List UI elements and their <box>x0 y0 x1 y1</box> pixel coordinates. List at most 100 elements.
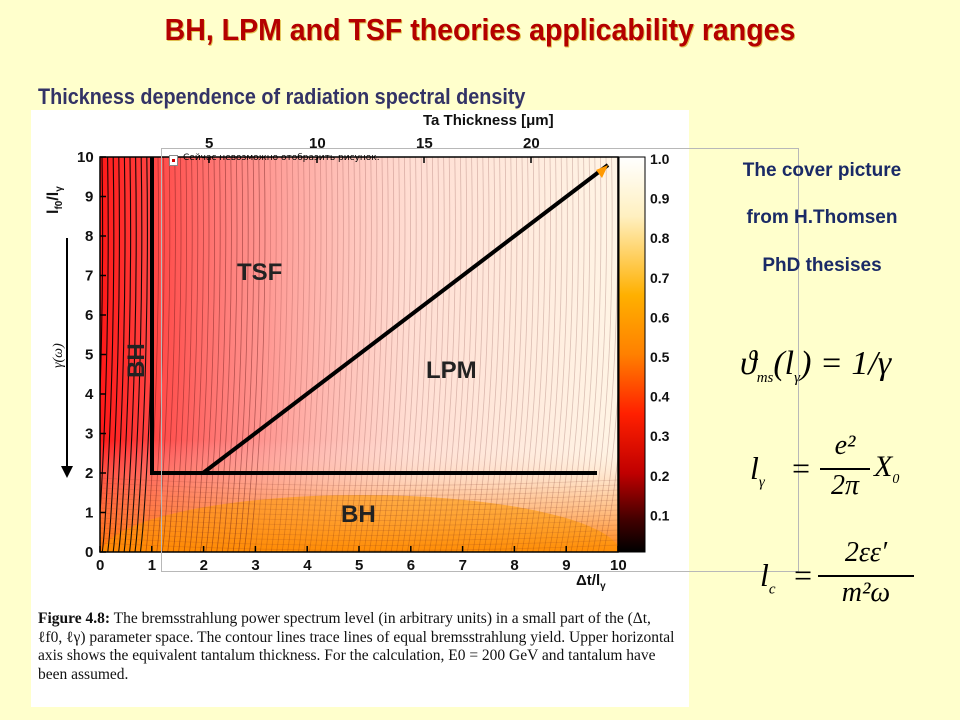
contour-line <box>298 157 316 552</box>
contour-line <box>281 157 299 552</box>
colorbar-tick-label: 0.3 <box>650 428 670 444</box>
contour-line <box>543 157 568 552</box>
top-tick-label: 15 <box>416 135 433 152</box>
contour-line <box>428 157 451 552</box>
top-tick-label: 5 <box>205 135 213 152</box>
contour-line <box>205 157 221 552</box>
contour-line <box>210 157 227 552</box>
y-tick-label: 4 <box>85 386 94 403</box>
contour-line <box>434 157 456 552</box>
colorbar-tick-label: 0.7 <box>650 270 670 286</box>
contour-line <box>287 157 305 552</box>
x-tick-label: 5 <box>355 557 363 574</box>
contour-line <box>303 157 322 552</box>
contour-line <box>565 157 591 552</box>
x-tick-label: 1 <box>148 557 156 574</box>
formula-l-gamma: lγ = e² 2π X0 <box>750 430 900 501</box>
svg-text:lf0/lγ: lf0/lγ <box>45 186 65 214</box>
contour-line <box>100 482 618 491</box>
contour-line <box>526 157 551 552</box>
contour-line <box>472 157 495 552</box>
cover-line-3: PhD thesises <box>762 255 882 276</box>
contour-line <box>456 157 479 552</box>
contour-line <box>510 157 535 552</box>
contour-line <box>172 157 187 552</box>
thomsen-figure: TSF LPM BH BH 0 1 2 3 4 5 6 7 8 9 10 0 1 2 3 4 5 6 7 8 9 10 … <box>31 110 689 707</box>
x-tick-label: 4 <box>303 557 312 574</box>
y-tick-label: 6 <box>85 307 93 324</box>
gamma-omega-label: γ(ω) <box>51 343 66 368</box>
y-tick-label: 3 <box>85 426 93 443</box>
y-tick-label: 7 <box>85 268 93 285</box>
colorbar-tick-label: 0.9 <box>650 191 670 207</box>
colorbar-ticks: 1.0 0.9 0.8 0.7 0.6 0.5 0.4 0.3 0.2 0.1 <box>650 151 670 523</box>
contour-line <box>336 157 355 552</box>
contour-line <box>385 157 406 552</box>
contour-line <box>575 157 602 552</box>
contour-line <box>341 157 361 552</box>
top-tick-labels: 5 10 15 20 <box>205 135 540 163</box>
top-axis-title: Ta Thickness [μm] <box>423 112 554 129</box>
contour-line <box>232 157 249 552</box>
contour-line <box>450 157 473 552</box>
contour-line <box>100 512 618 521</box>
contour-line <box>570 157 596 552</box>
contour-line <box>499 157 523 552</box>
contour-line <box>494 157 518 552</box>
x-axis-label: Δt/lγ <box>576 572 606 592</box>
contour-line <box>100 527 618 536</box>
contour-line <box>100 522 618 531</box>
contour-line <box>423 157 445 552</box>
broken-image-text: Сейчас невозможно отобразить рисунок. <box>183 153 380 163</box>
contour-line <box>597 386 618 552</box>
colorbar-tick-label: 0.1 <box>650 507 670 523</box>
x-tick-label: 6 <box>407 557 415 574</box>
y-tick-label: 0 <box>85 544 93 561</box>
contour-line <box>112 157 126 552</box>
contour-line <box>123 157 137 552</box>
contour-line <box>581 157 607 552</box>
contour-line <box>100 497 618 506</box>
contour-line <box>276 157 294 552</box>
contour-line <box>100 502 618 511</box>
contour-line <box>134 157 148 552</box>
boundary-arrowhead <box>596 165 608 178</box>
contour-line <box>603 452 618 552</box>
cover-line-2: from H.Thomsen <box>746 207 898 228</box>
y-axis-label: lf0/lγ <box>45 186 65 214</box>
contour-line <box>445 157 467 552</box>
contour-line <box>292 157 311 552</box>
top-tick-label: 10 <box>309 135 326 152</box>
contour-line <box>325 157 344 552</box>
y-tick-label: 9 <box>85 189 93 206</box>
contour-line <box>128 157 143 552</box>
x-tick-label: 2 <box>200 557 208 574</box>
contour-line <box>374 157 395 552</box>
contour-line <box>439 157 462 552</box>
contour-line <box>537 157 563 552</box>
region-label-bh-left: BH <box>123 343 150 378</box>
contour-line <box>412 157 434 552</box>
contour-line <box>368 157 389 552</box>
contour-line <box>586 157 613 552</box>
contour-line <box>308 157 327 552</box>
region-label-lpm: LPM <box>426 357 477 384</box>
contour-line <box>221 157 238 552</box>
formula-l-c: lc = 2εε′ m²ω <box>760 535 930 615</box>
contour-line <box>178 157 193 552</box>
contour-line <box>417 157 439 552</box>
contour-line <box>150 157 165 552</box>
contour-line <box>227 157 243 552</box>
region-label-bh-bottom: BH <box>341 501 376 528</box>
contour-line <box>118 157 132 552</box>
lpm-boundary <box>201 163 610 475</box>
contour-line <box>477 157 501 552</box>
contour-line <box>189 157 204 552</box>
contour-line <box>259 157 277 552</box>
contour-line <box>100 487 618 496</box>
colorbar-tick-label: 1.0 <box>650 151 670 167</box>
contour-line <box>100 157 104 411</box>
contour-line <box>314 157 333 552</box>
contour-line <box>249 157 266 552</box>
